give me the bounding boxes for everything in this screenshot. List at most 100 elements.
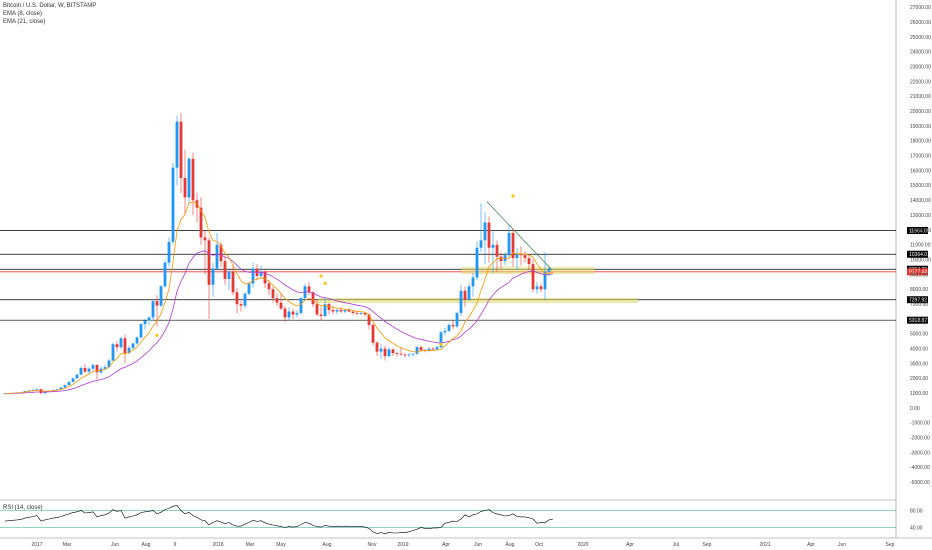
candle-body — [467, 286, 471, 300]
x-tick-label: Oct — [535, 542, 543, 548]
candle-body — [179, 121, 183, 179]
level-tag — [907, 268, 928, 276]
ema-fast-legend[interactable]: EMA (8, close) — [3, 11, 43, 17]
candle-body — [183, 178, 187, 198]
horizontal-levels: 11964.0910364.019353.289177.447297.92591… — [0, 226, 930, 324]
candle-body — [519, 253, 523, 256]
candle-body — [503, 255, 507, 262]
candle-body — [215, 244, 219, 269]
trend-line — [486, 201, 553, 271]
candle-body — [455, 313, 459, 327]
level-label: 9177.44 — [909, 270, 927, 276]
candle-body — [487, 222, 491, 248]
candle-body — [251, 268, 255, 284]
candle-body — [95, 364, 99, 373]
candle-body — [479, 240, 483, 248]
candle-body — [403, 354, 407, 356]
level-tag — [907, 226, 928, 234]
x-tick-label: Sep — [703, 542, 712, 548]
candle-body — [283, 308, 287, 318]
ema-series — [4, 201, 554, 395]
candle-body — [339, 310, 343, 312]
candle-body — [67, 381, 71, 386]
candle-body — [163, 262, 167, 287]
level-label: 10364.01 — [909, 252, 930, 258]
candle-body — [447, 324, 451, 331]
candle-body — [335, 310, 339, 312]
candle-body — [323, 304, 327, 317]
y-tick-label: 4000.00 — [910, 346, 928, 352]
candle-body — [63, 385, 67, 388]
candle-body — [59, 387, 63, 390]
candle-body — [343, 310, 347, 312]
candle-body — [443, 330, 447, 333]
price-axis[interactable]: 27000.00 26000.00 25000.00 24000.00 23000.00… — [910, 5, 931, 486]
signal-marker — [319, 274, 323, 278]
candle-body — [175, 121, 179, 168]
x-tick-label: Jul — [673, 542, 679, 548]
candle-body — [431, 348, 435, 350]
y-tick-label: -1000.00 — [910, 421, 930, 427]
candle-body — [515, 253, 519, 259]
y-tick-label: -4000.00 — [910, 465, 930, 471]
candle-body — [491, 244, 495, 248]
signal-marker — [323, 281, 327, 285]
candlestick-series — [3, 112, 551, 395]
candle-body — [327, 304, 331, 311]
candle-body — [359, 313, 363, 314]
candle-body — [75, 374, 79, 379]
chart-title: Bitcoin / U.S. Dollar, W, BITSTAMP — [3, 3, 97, 9]
candle-body — [511, 232, 515, 259]
candle-body — [271, 289, 275, 299]
y-tick-label: 22000.00 — [910, 79, 931, 85]
candle-body — [291, 311, 295, 315]
y-tick-label: 8000.00 — [910, 287, 928, 293]
candle-body — [547, 268, 551, 272]
y-tick-label: -3000.00 — [910, 450, 930, 456]
candle-body — [411, 353, 415, 355]
y-tick-label: 21000.00 — [910, 94, 931, 100]
candle-body — [91, 364, 95, 369]
candle-body — [387, 349, 391, 357]
y-tick-label: 5000.00 — [910, 332, 928, 338]
y-tick-label: 6000.00 — [910, 317, 928, 323]
candle-body — [399, 353, 403, 355]
y-tick-label: 27000.00 — [910, 5, 931, 11]
candle-body — [219, 244, 223, 262]
candle-body — [363, 313, 367, 315]
candle-body — [111, 344, 115, 361]
time-axis[interactable]: 2017 Mar Jun Aug 9 2018 Mar May Aug Nov 2019 Apr Jun… — [31, 542, 894, 548]
candle-body — [223, 261, 227, 279]
y-tick-label: 26000.00 — [910, 20, 931, 26]
candle-body — [71, 378, 75, 382]
candle-body — [231, 271, 235, 293]
y-tick-label: 1000.00 — [910, 391, 928, 397]
candle-body — [383, 348, 387, 357]
ema-slow-legend[interactable]: EMA (21, close) — [3, 19, 46, 25]
x-tick-label: 2018 — [212, 542, 223, 548]
ema-slow-line — [4, 250, 554, 395]
y-tick-label: 11000.00 — [910, 243, 931, 249]
rsi-line — [4, 505, 554, 535]
candle-body — [319, 314, 323, 317]
candle-body — [395, 353, 399, 354]
signal-marker — [511, 194, 515, 198]
candle-body — [143, 320, 147, 325]
candle-body — [211, 268, 215, 285]
candle-body — [167, 241, 171, 263]
y-tick-label: 17000.00 — [910, 154, 931, 160]
y-tick-label: 15000.00 — [910, 183, 931, 189]
y-tick-label: 16000.00 — [910, 168, 931, 174]
candle-body — [391, 349, 395, 354]
x-tick-label: Apr — [626, 542, 634, 548]
y-tick-label: 14000.00 — [910, 198, 931, 204]
rsi-title[interactable]: RSI (14, close) — [3, 505, 43, 511]
candle-body — [463, 290, 467, 300]
y-tick-label: -2000.00 — [910, 435, 930, 441]
signal-marker — [155, 333, 159, 337]
candle-body — [151, 301, 155, 318]
candle-body — [35, 389, 39, 390]
candle-body — [155, 301, 159, 306]
candle-body — [235, 292, 239, 305]
